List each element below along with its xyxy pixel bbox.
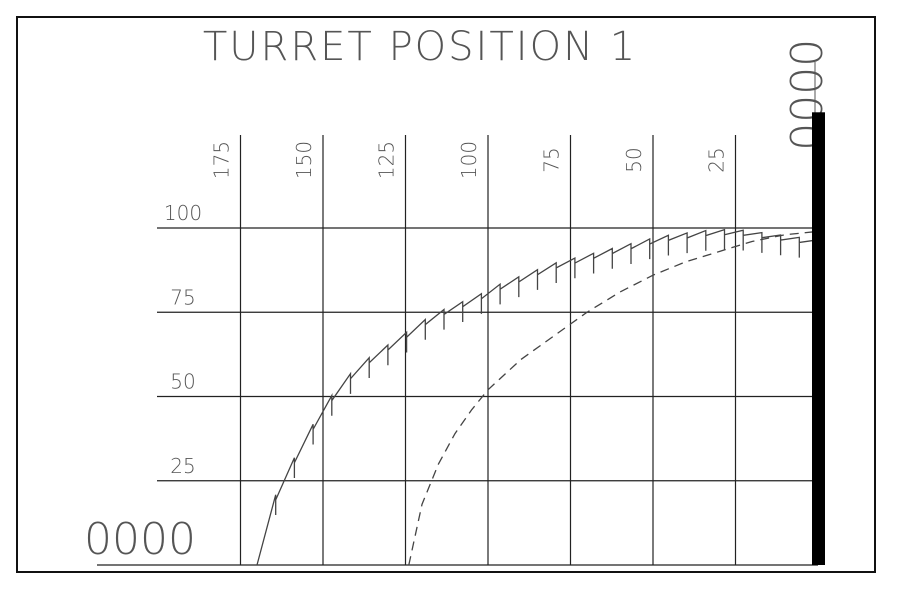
x-readout: 0000 <box>84 514 196 565</box>
y-tick-label: 100 <box>164 201 202 225</box>
series-dashed-line <box>408 230 819 566</box>
x-tick-label: 50 <box>622 147 646 172</box>
x-tick-label: 125 <box>375 141 399 179</box>
series-sawtooth-line <box>256 228 819 566</box>
tick-labels: 175 150 125 100 75 50 25 100 75 50 25 <box>164 141 729 478</box>
level-bar-group <box>812 62 825 566</box>
x-tick-label: 75 <box>540 147 564 172</box>
chart-title: TURRET POSITION 1 <box>203 24 637 70</box>
x-tick-label: 100 <box>457 141 481 179</box>
y-tick-label: 25 <box>170 454 195 478</box>
y-tick-label: 50 <box>170 370 195 394</box>
grid <box>97 135 818 566</box>
x-tick-label: 150 <box>292 141 316 179</box>
x-tick-label: 175 <box>210 141 234 179</box>
x-tick-label: 25 <box>705 147 729 172</box>
level-bar-fill <box>812 112 825 566</box>
y-tick-label: 75 <box>170 285 195 309</box>
series-group <box>256 228 819 566</box>
